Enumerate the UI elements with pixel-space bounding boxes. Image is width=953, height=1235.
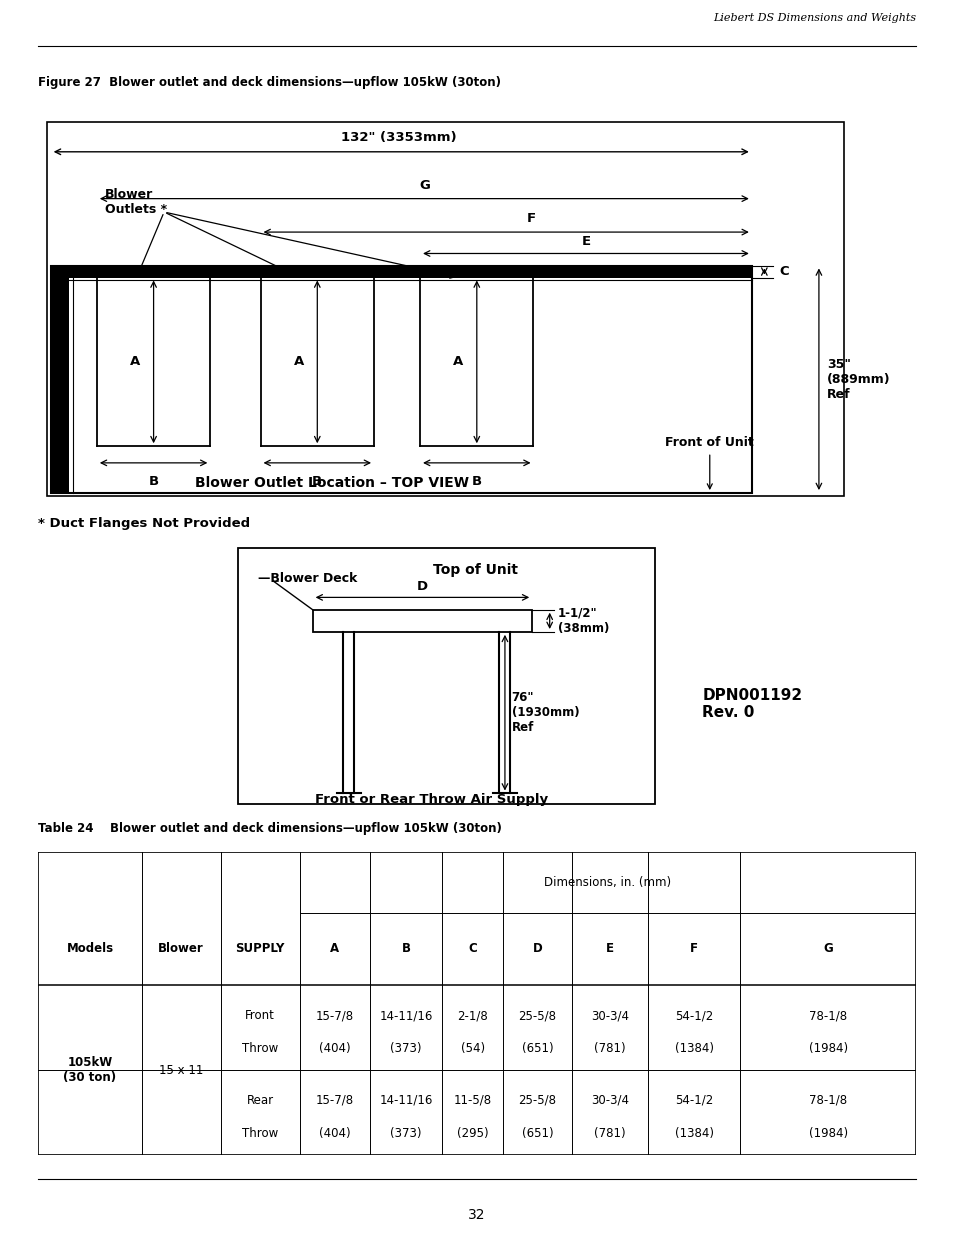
Text: Models: Models — [67, 942, 113, 956]
Text: (651): (651) — [521, 1042, 553, 1056]
Text: * Duct Flanges Not Provided: * Duct Flanges Not Provided — [38, 517, 250, 530]
Text: A: A — [294, 356, 304, 368]
Text: 78-1/8: 78-1/8 — [808, 1094, 846, 1107]
Text: G: G — [822, 942, 832, 956]
Text: (373): (373) — [390, 1128, 421, 1140]
Text: E: E — [580, 235, 590, 248]
Text: Blower: Blower — [158, 942, 204, 956]
Text: F: F — [526, 212, 536, 226]
Text: Table 24    Blower outlet and deck dimensions—upflow 105kW (30ton): Table 24 Blower outlet and deck dimensio… — [38, 823, 501, 835]
Text: (404): (404) — [318, 1128, 351, 1140]
Bar — [51, 266, 751, 493]
Text: Top of Unit: Top of Unit — [432, 563, 517, 577]
Text: A: A — [330, 942, 339, 956]
Text: F: F — [690, 942, 698, 956]
Text: DPN001192
Rev. 0: DPN001192 Rev. 0 — [701, 688, 801, 720]
Text: Throw: Throw — [242, 1042, 278, 1056]
Text: E: E — [605, 942, 614, 956]
Bar — [51, 266, 751, 278]
Text: B: B — [471, 475, 481, 488]
Text: 30-3/4: 30-3/4 — [590, 1094, 628, 1107]
Text: 2-1/8: 2-1/8 — [456, 1009, 488, 1023]
Text: (373): (373) — [390, 1042, 421, 1056]
Text: D: D — [532, 942, 542, 956]
Text: Dimensions, in. (mm): Dimensions, in. (mm) — [543, 876, 671, 889]
Text: Rear: Rear — [247, 1094, 274, 1107]
Text: Front of Unit: Front of Unit — [664, 436, 754, 489]
Text: 76"
(1930mm)
Ref: 76" (1930mm) Ref — [511, 692, 578, 734]
Text: Figure 27  Blower outlet and deck dimensions—upflow 105kW (30ton): Figure 27 Blower outlet and deck dimensi… — [38, 77, 500, 89]
Text: 105kW
(30 ton): 105kW (30 ton) — [63, 1056, 116, 1084]
Bar — [51, 266, 70, 493]
Text: (1984): (1984) — [807, 1128, 847, 1140]
Text: (295): (295) — [456, 1128, 488, 1140]
Text: (651): (651) — [521, 1128, 553, 1140]
Text: 25-5/8: 25-5/8 — [518, 1009, 556, 1023]
Text: —Blower Deck: —Blower Deck — [257, 572, 356, 585]
Text: Front or Rear Throw Air Supply: Front or Rear Throw Air Supply — [314, 793, 547, 805]
Text: 35"
(889mm)
Ref: 35" (889mm) Ref — [826, 358, 890, 400]
Text: (1384): (1384) — [674, 1042, 713, 1056]
Text: 32: 32 — [468, 1208, 485, 1221]
Text: (781): (781) — [594, 1042, 625, 1056]
Text: A: A — [130, 356, 140, 368]
Text: C: C — [468, 942, 476, 956]
Text: Throw: Throw — [242, 1128, 278, 1140]
Text: (1984): (1984) — [807, 1042, 847, 1056]
Text: (54): (54) — [460, 1042, 484, 1056]
Text: C: C — [779, 266, 788, 278]
Text: D: D — [416, 580, 428, 593]
Text: Front: Front — [245, 1009, 274, 1023]
Text: A: A — [453, 356, 463, 368]
Text: 132" (3353mm): 132" (3353mm) — [341, 131, 456, 143]
Text: 30-3/4: 30-3/4 — [590, 1009, 628, 1023]
Text: 14-11/16: 14-11/16 — [379, 1009, 432, 1023]
Text: 54-1/2: 54-1/2 — [675, 1009, 713, 1023]
Text: 15-7/8: 15-7/8 — [315, 1009, 354, 1023]
Text: 15-7/8: 15-7/8 — [315, 1094, 354, 1107]
Text: 15 x 11: 15 x 11 — [159, 1063, 203, 1077]
Text: SUPPLY: SUPPLY — [235, 942, 285, 956]
Text: Liebert DS Dimensions and Weights: Liebert DS Dimensions and Weights — [712, 14, 915, 23]
Text: B: B — [149, 475, 158, 488]
Text: (404): (404) — [318, 1042, 351, 1056]
Text: (1384): (1384) — [674, 1128, 713, 1140]
Text: 1-1/2"
(38mm): 1-1/2" (38mm) — [557, 606, 608, 635]
Text: 14-11/16: 14-11/16 — [379, 1094, 432, 1107]
Text: 11-5/8: 11-5/8 — [453, 1094, 491, 1107]
Text: Blower
Outlets *: Blower Outlets * — [105, 188, 168, 216]
Text: B: B — [401, 942, 410, 956]
Text: Blower Outlet Location – TOP VIEW: Blower Outlet Location – TOP VIEW — [194, 475, 469, 490]
Text: G: G — [418, 179, 429, 191]
Bar — [313, 610, 532, 632]
Text: 54-1/2: 54-1/2 — [675, 1094, 713, 1107]
Text: 25-5/8: 25-5/8 — [518, 1094, 556, 1107]
Text: B: B — [312, 475, 322, 488]
Text: (781): (781) — [594, 1128, 625, 1140]
Text: 78-1/8: 78-1/8 — [808, 1009, 846, 1023]
